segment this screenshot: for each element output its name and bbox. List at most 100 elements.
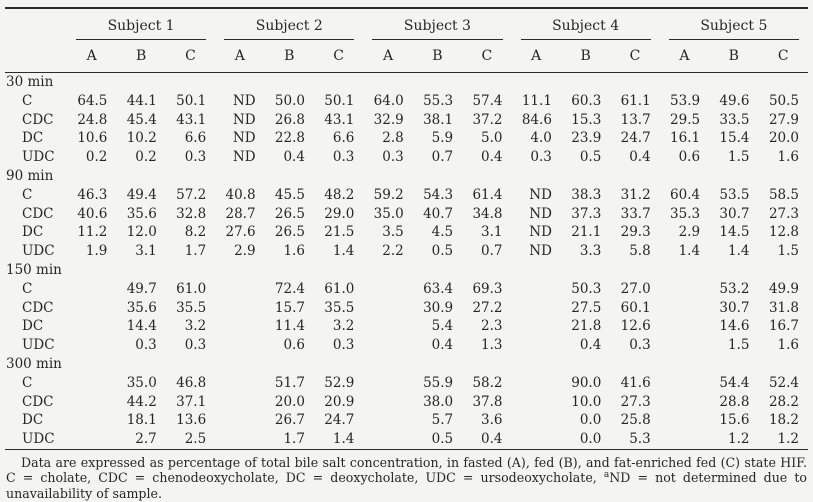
subject-header-label: Subject 3 — [372, 18, 503, 40]
table-cell: 35.5 — [176, 299, 207, 316]
table-cell: 54.4 — [719, 374, 750, 391]
table-row: UDC 2.7 2.5 1.7 1.4 0.5 0.4 0.0 5.3 1.2 1.2 — [5, 430, 808, 449]
table-cell: 44.1 — [126, 92, 157, 109]
table-cell: 40.6 — [77, 205, 108, 222]
table-cell: 1.2 — [777, 431, 799, 448]
table-cell: 61.0 — [324, 280, 355, 297]
table-cell: 1.5 — [777, 243, 799, 260]
table-cell: 14.6 — [719, 318, 750, 335]
table-cell: 37.8 — [472, 393, 503, 410]
table-cell: 1.9 — [85, 243, 108, 260]
table-cell: 46.3 — [77, 186, 108, 203]
table-cell — [215, 336, 264, 355]
table-cell: 60.3 — [571, 92, 602, 109]
table-cell: 44.2 — [126, 393, 157, 410]
table-cell: 28.7 — [225, 205, 256, 222]
table-cell: 2.9 — [678, 224, 701, 241]
table-cell: ND — [529, 224, 552, 241]
table-cell: 1.4 — [332, 243, 355, 260]
row-label: CDC — [22, 111, 54, 128]
table-cell: 21.5 — [324, 224, 355, 241]
table-footnote: Data are expressed as percentage of tota… — [6, 455, 807, 501]
table-cell: 29.0 — [324, 205, 355, 222]
table-cell: 1.7 — [184, 243, 207, 260]
table-cell — [660, 374, 709, 393]
table-cell: 58.5 — [768, 186, 799, 203]
table-cell: 10.0 — [571, 393, 602, 410]
table-cell: 6.6 — [332, 130, 355, 147]
table-cell: 10.2 — [126, 130, 157, 147]
table-cell: 37.1 — [176, 393, 207, 410]
table-cell: 63.4 — [423, 280, 454, 297]
footnote-superscript-a: a — [603, 470, 610, 481]
table-cell: 5.3 — [629, 431, 651, 448]
table-cell: 11.4 — [274, 318, 305, 335]
table-cell — [512, 317, 561, 336]
table-cell — [660, 299, 709, 318]
table-cell: 0.4 — [481, 149, 503, 166]
table-cell: 33.5 — [719, 111, 750, 128]
subject-header-3: Subject 3 — [363, 8, 511, 40]
table-cell: 26.8 — [274, 111, 305, 128]
table-cell: 18.1 — [126, 412, 157, 429]
table-row: CDC 24.8 45.4 43.1 ND 26.8 43.1 32.9 38.1 37.2 84.… — [5, 111, 808, 130]
corner-cell — [5, 8, 67, 40]
subject-header-1: Subject 1 — [67, 8, 215, 40]
table-header: Subject 1 Subject 2 Subject 3 Subject 4 Subj… — [5, 8, 808, 73]
table-row: UDC 0.3 0.3 0.6 0.3 0.4 1.3 0.4 0.3 1.5 1.6 — [5, 336, 808, 355]
table-cell: ND — [529, 243, 552, 260]
table-cell: 21.8 — [571, 318, 602, 335]
table-cell — [512, 430, 561, 449]
table-cell: 0.5 — [431, 431, 454, 448]
table-cell: 22.8 — [274, 130, 305, 147]
table-cell: 20.0 — [768, 130, 799, 147]
table-cell: 1.5 — [727, 149, 750, 166]
table-cell: 26.7 — [274, 412, 305, 429]
table-cell — [512, 411, 561, 430]
table-cell: 3.6 — [481, 412, 503, 429]
table-cell: 4.0 — [530, 130, 552, 147]
table-cell: 13.7 — [620, 111, 651, 128]
table-row: C 49.7 61.0 72.4 61.0 63.4 69.3 50.3 27.0 53.2 49.… — [5, 280, 808, 299]
table-cell — [512, 336, 561, 355]
table-cell: 38.0 — [423, 393, 454, 410]
table-cell: 0.3 — [382, 149, 404, 166]
table-cell: 60.1 — [620, 299, 651, 316]
table-cell: 27.6 — [225, 224, 256, 241]
table-cell: 31.2 — [620, 186, 651, 203]
table-cell: 15.3 — [571, 111, 602, 128]
table-cell: 30.9 — [423, 299, 454, 316]
table-cell: 2.3 — [481, 318, 503, 335]
table-row: UDC 0.2 0.2 0.3 ND 0.4 0.3 0.3 0.7 0.4 0.3 0.5 0.4 0.… — [5, 148, 808, 167]
table-cell: 64.0 — [373, 92, 404, 109]
table-cell — [660, 317, 709, 336]
table-cell: 55.9 — [423, 374, 454, 391]
table-cell: 0.7 — [431, 149, 454, 166]
table-cell: 49.4 — [126, 186, 157, 203]
table-cell: 50.0 — [274, 92, 305, 109]
table-cell: 35.6 — [126, 299, 157, 316]
table-cell: 3.2 — [332, 318, 355, 335]
table-cell: 57.4 — [472, 92, 503, 109]
table-cell: 60.4 — [670, 186, 701, 203]
table-cell — [215, 411, 264, 430]
section-time-label: 30 min — [6, 74, 54, 90]
row-label: C — [22, 186, 33, 203]
table-row: CDC 40.6 35.6 32.8 28.7 26.5 29.0 35.0 40.7 34.8 N… — [5, 205, 808, 224]
table-row: CDC 44.2 37.1 20.0 20.9 38.0 37.8 10.0 27.3 28.8 2… — [5, 393, 808, 412]
table-cell: 90.0 — [571, 374, 602, 391]
table-cell: 51.7 — [274, 374, 305, 391]
condition-header-c-subject-1: C — [165, 40, 216, 73]
table-cell — [363, 411, 412, 430]
table-cell: 24.7 — [620, 130, 651, 147]
table-cell: 48.2 — [324, 186, 355, 203]
table-cell: 49.9 — [768, 280, 799, 297]
condition-header-c-subject-2: C — [313, 40, 364, 73]
table-cell: 5.0 — [481, 130, 503, 147]
table-cell: 46.8 — [176, 374, 207, 391]
section-time-label: 150 min — [6, 261, 62, 278]
table-cell: 16.7 — [768, 318, 799, 335]
table-cell: 41.6 — [620, 374, 651, 391]
table-cell: 53.9 — [670, 92, 701, 109]
table-row: DC 18.1 13.6 26.7 24.7 5.7 3.6 0.0 25.8 15.6 18.2 — [5, 411, 808, 430]
